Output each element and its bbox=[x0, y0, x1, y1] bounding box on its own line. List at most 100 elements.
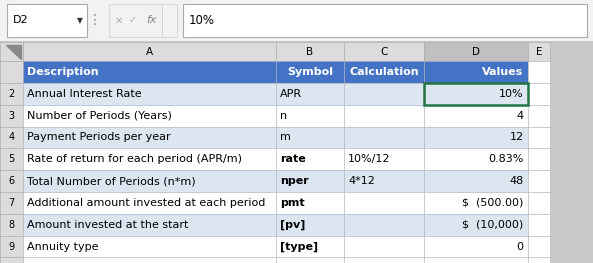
Text: Description: Description bbox=[27, 67, 98, 77]
Bar bbox=[528, 170, 550, 192]
Bar bbox=[424, 148, 528, 170]
Text: ✓: ✓ bbox=[129, 15, 137, 26]
Bar bbox=[7, 4, 87, 37]
Bar bbox=[528, 214, 550, 236]
Text: [pv]: [pv] bbox=[280, 220, 305, 230]
Text: 10%: 10% bbox=[499, 89, 524, 99]
Bar bbox=[23, 236, 276, 257]
Bar bbox=[0, 42, 23, 61]
Text: Total Number of Periods (n*m): Total Number of Periods (n*m) bbox=[27, 176, 195, 186]
Text: $  (10,000): $ (10,000) bbox=[463, 220, 524, 230]
Bar bbox=[23, 192, 276, 214]
Bar bbox=[528, 42, 550, 61]
Bar bbox=[344, 170, 424, 192]
Text: ⋮: ⋮ bbox=[87, 13, 101, 27]
Text: 12: 12 bbox=[509, 132, 524, 143]
Bar bbox=[344, 105, 424, 127]
Text: 0.83%: 0.83% bbox=[488, 154, 524, 164]
Text: 4: 4 bbox=[8, 132, 14, 143]
Text: A: A bbox=[145, 47, 153, 57]
Bar bbox=[424, 236, 528, 257]
Bar bbox=[23, 42, 276, 61]
Bar bbox=[23, 170, 276, 192]
Bar bbox=[276, 83, 344, 105]
Text: 48: 48 bbox=[509, 176, 524, 186]
Bar bbox=[23, 214, 276, 236]
Text: D2: D2 bbox=[13, 15, 28, 26]
Bar bbox=[276, 42, 344, 61]
Text: pmt: pmt bbox=[280, 198, 305, 208]
Bar bbox=[0, 127, 23, 148]
Text: Annual Interest Rate: Annual Interest Rate bbox=[27, 89, 141, 99]
Text: APR: APR bbox=[280, 89, 302, 99]
Text: 9: 9 bbox=[8, 241, 14, 252]
Bar bbox=[424, 105, 528, 127]
Text: C: C bbox=[380, 47, 388, 57]
Bar bbox=[528, 127, 550, 148]
Text: fx: fx bbox=[146, 15, 157, 26]
Bar bbox=[183, 4, 587, 37]
Bar bbox=[528, 61, 550, 83]
Bar bbox=[424, 127, 528, 148]
Text: n: n bbox=[280, 110, 287, 121]
Text: 2: 2 bbox=[8, 89, 14, 99]
Bar bbox=[0, 105, 23, 127]
Bar bbox=[344, 236, 424, 257]
Text: 3: 3 bbox=[8, 110, 14, 121]
Bar bbox=[424, 257, 528, 263]
Polygon shape bbox=[6, 45, 21, 59]
Bar bbox=[528, 257, 550, 263]
Bar bbox=[528, 236, 550, 257]
Bar bbox=[276, 127, 344, 148]
Text: Number of Periods (Years): Number of Periods (Years) bbox=[27, 110, 171, 121]
Text: 6: 6 bbox=[8, 176, 14, 186]
Bar bbox=[0, 83, 23, 105]
Bar bbox=[276, 257, 344, 263]
Bar bbox=[344, 42, 424, 61]
Bar bbox=[276, 61, 344, 83]
Bar bbox=[23, 83, 276, 105]
Bar bbox=[0, 0, 593, 41]
Bar bbox=[344, 127, 424, 148]
Bar bbox=[23, 127, 276, 148]
Bar bbox=[276, 170, 344, 192]
Text: ✕: ✕ bbox=[114, 15, 123, 26]
Bar bbox=[528, 83, 550, 105]
Bar bbox=[0, 148, 23, 170]
Text: Amount invested at the start: Amount invested at the start bbox=[27, 220, 188, 230]
Text: D: D bbox=[472, 47, 480, 57]
Bar bbox=[0, 170, 23, 192]
Text: [type]: [type] bbox=[280, 241, 318, 252]
Bar bbox=[23, 105, 276, 127]
Text: Annuity type: Annuity type bbox=[27, 241, 98, 252]
Text: Rate of return for each period (APR/m): Rate of return for each period (APR/m) bbox=[27, 154, 242, 164]
Bar bbox=[424, 61, 528, 83]
Text: Calculation: Calculation bbox=[349, 67, 419, 77]
Bar bbox=[344, 61, 424, 83]
Bar bbox=[0, 61, 23, 83]
Text: Additional amount invested at each period: Additional amount invested at each perio… bbox=[27, 198, 265, 208]
Text: Payment Periods per year: Payment Periods per year bbox=[27, 132, 170, 143]
Bar bbox=[0, 214, 23, 236]
Text: B: B bbox=[306, 47, 314, 57]
Text: 10%/12: 10%/12 bbox=[348, 154, 391, 164]
Bar bbox=[344, 214, 424, 236]
Bar bbox=[23, 148, 276, 170]
Bar bbox=[0, 192, 23, 214]
Bar bbox=[424, 214, 528, 236]
Text: 4*12: 4*12 bbox=[348, 176, 375, 186]
Bar bbox=[424, 170, 528, 192]
Bar bbox=[344, 257, 424, 263]
Text: 7: 7 bbox=[8, 198, 14, 208]
Text: Values: Values bbox=[482, 67, 524, 77]
Text: 0: 0 bbox=[517, 241, 524, 252]
Bar bbox=[0, 257, 23, 263]
Bar bbox=[276, 148, 344, 170]
Bar bbox=[344, 192, 424, 214]
Text: nper: nper bbox=[280, 176, 308, 186]
Text: $  (500.00): $ (500.00) bbox=[463, 198, 524, 208]
Text: 4: 4 bbox=[517, 110, 524, 121]
Text: 8: 8 bbox=[8, 220, 14, 230]
Bar bbox=[528, 105, 550, 127]
Bar bbox=[276, 192, 344, 214]
